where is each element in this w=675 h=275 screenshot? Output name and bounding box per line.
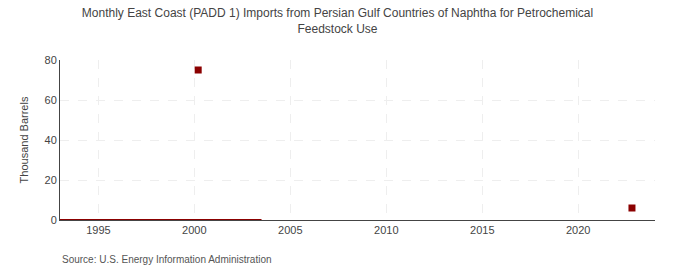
svg-text:Monthly East Coast (PADD 1) Im: Monthly East Coast (PADD 1) Imports from… (82, 6, 593, 36)
svg-text:Thousand Barrels: Thousand Barrels (18, 96, 30, 183)
svg-text:Source: U.S. Energy Informatio: Source: U.S. Energy Information Administ… (62, 254, 272, 265)
svg-text:2000: 2000 (182, 224, 206, 236)
svg-text:20: 20 (45, 174, 57, 186)
svg-text:80: 80 (45, 54, 57, 66)
svg-text:2005: 2005 (278, 224, 302, 236)
svg-text:2020: 2020 (566, 224, 590, 236)
svg-text:0: 0 (51, 214, 57, 226)
svg-text:60: 60 (45, 94, 57, 106)
svg-text:1995: 1995 (86, 224, 110, 236)
svg-text:2010: 2010 (374, 224, 398, 236)
svg-text:40: 40 (45, 134, 57, 146)
svg-text:2015: 2015 (470, 224, 494, 236)
